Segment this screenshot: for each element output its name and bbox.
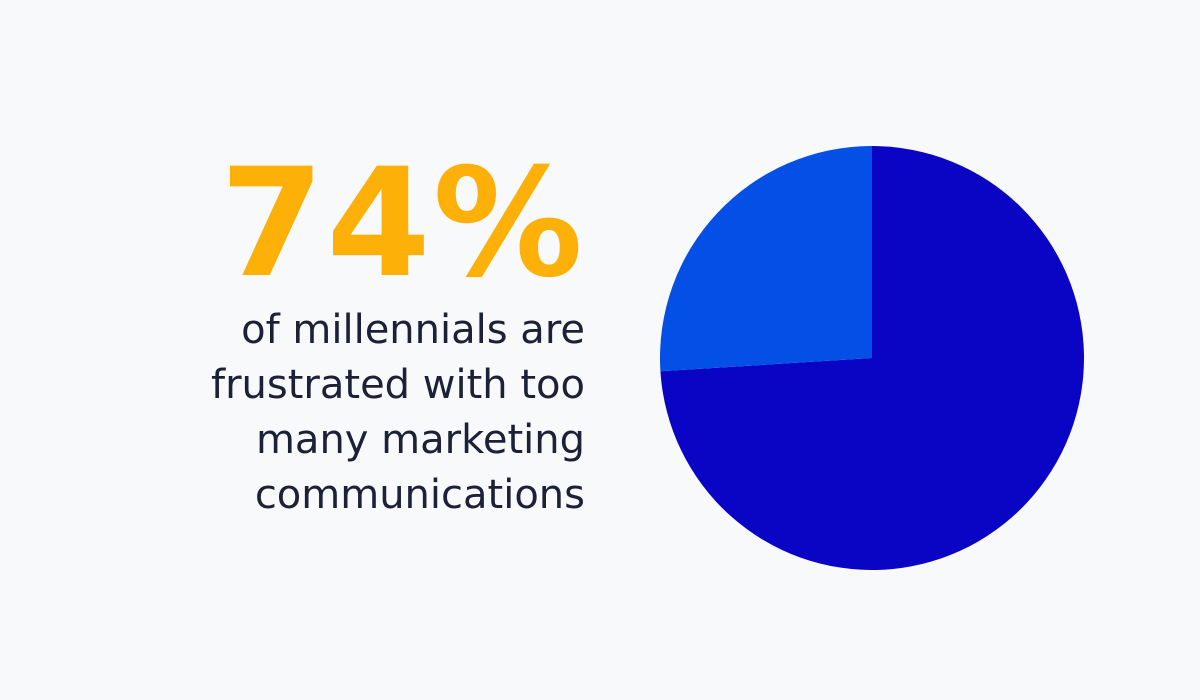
- pie-slice: [660, 146, 872, 372]
- headline: 74%: [220, 137, 585, 311]
- pie: [660, 146, 1084, 570]
- pie-slice: [660, 146, 1084, 570]
- description: of millennials are frustrated with too man…: [211, 307, 585, 518]
- description-line: frustrated with too: [211, 362, 585, 408]
- description-line: of millennials are: [241, 307, 585, 353]
- description-line: many marketing: [256, 417, 585, 463]
- description-line: communications: [255, 472, 585, 518]
